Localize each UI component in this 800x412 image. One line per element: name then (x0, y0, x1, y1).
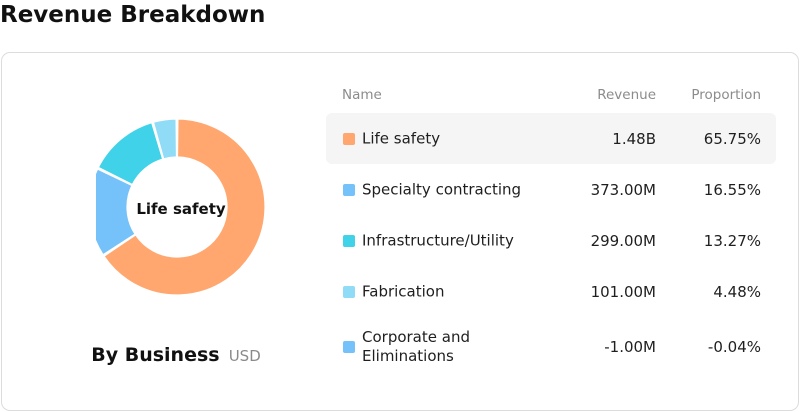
row-proportion: 16.55% (703, 180, 761, 199)
row-proportion: 4.48% (713, 282, 761, 301)
row-name: Life safety (362, 129, 441, 147)
table-row[interactable]: Fabrication 101.00M 4.48% (326, 266, 776, 317)
row-name: Corporate and Eliminations (362, 328, 470, 365)
row-name: Infrastructure/Utility (362, 231, 514, 249)
row-proportion: 65.75% (703, 129, 761, 148)
legend-swatch (343, 341, 355, 353)
caption-label: By Business (91, 344, 220, 366)
page-title: Revenue Breakdown (0, 2, 266, 28)
row-proportion: 13.27% (703, 231, 761, 250)
breakdown-table: Name Revenue Proportion Life safety 1.48B… (326, 83, 776, 377)
row-name: Specialty contracting (362, 180, 522, 198)
donut-slice[interactable] (103, 119, 266, 296)
header-proportion: Proportion (691, 87, 761, 103)
table-row[interactable]: Specialty contracting 373.00M 16.55% (326, 164, 776, 215)
chart-caption: By Business USD (2, 344, 350, 366)
header-name: Name (342, 87, 382, 103)
row-revenue: 101.00M (590, 282, 656, 301)
donut-svg (96, 119, 266, 296)
donut-slice[interactable] (96, 168, 136, 256)
row-revenue: 1.48B (612, 129, 656, 148)
header-revenue: Revenue (597, 87, 656, 103)
row-revenue: 299.00M (590, 231, 656, 250)
table-header: Name Revenue Proportion (326, 83, 776, 113)
legend-swatch (343, 234, 355, 247)
table-row[interactable]: Infrastructure/Utility 299.00M 13.27% (326, 215, 776, 266)
donut-slice[interactable] (97, 121, 164, 186)
caption-unit: USD (228, 347, 261, 365)
legend-swatch (343, 132, 355, 145)
table-row[interactable]: Corporate and Eliminations -1.00M -0.04% (326, 317, 776, 377)
row-revenue: 373.00M (590, 180, 656, 199)
donut-chart: Life safety (96, 119, 266, 299)
donut-slice[interactable] (152, 119, 178, 160)
table-row[interactable]: Life safety 1.48B 65.75% (326, 113, 776, 164)
row-revenue: -1.00M (604, 338, 656, 356)
row-proportion: -0.04% (707, 338, 761, 356)
legend-swatch (343, 285, 355, 298)
table-body: Life safety 1.48B 65.75% Specialty contract… (326, 113, 776, 377)
revenue-card: Life safety By Business USD Name Revenue… (1, 52, 799, 411)
donut-center-label: Life safety (136, 200, 226, 218)
legend-swatch (343, 183, 355, 196)
row-name: Fabrication (362, 282, 445, 300)
